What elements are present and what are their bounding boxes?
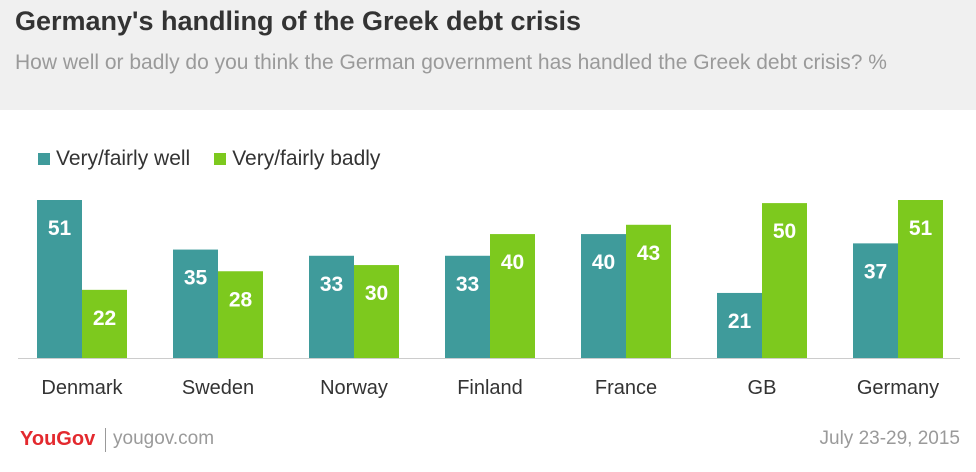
footer-divider [105, 428, 106, 452]
bar-gb-well [717, 292, 762, 358]
bar-france-badly [626, 224, 671, 358]
bar-gb-badly [762, 203, 807, 358]
data-label-finland-badly: 40 [501, 251, 524, 274]
bar-finland-well [445, 255, 490, 358]
data-label-denmark-badly: 22 [93, 307, 116, 330]
bar-germany-well [853, 243, 898, 358]
category-label-gb: GB [748, 377, 777, 399]
bar-sweden-badly [218, 271, 263, 358]
data-label-germany-well: 37 [864, 260, 887, 283]
category-label-norway: Norway [320, 377, 388, 399]
footer-date: July 23-29, 2015 [819, 428, 961, 449]
data-label-norway-badly: 30 [365, 282, 388, 305]
data-label-gb-well: 21 [728, 310, 752, 333]
bar-norway-well [309, 255, 354, 358]
legend-swatch-well [38, 153, 50, 165]
bar-france-well [581, 234, 626, 358]
footer-site: yougov.com [113, 428, 215, 449]
data-label-sweden-badly: 28 [229, 288, 253, 311]
category-label-france: France [595, 377, 657, 399]
chart-title: Germany's handling of the Greek debt cri… [15, 6, 582, 36]
data-label-finland-well: 33 [456, 273, 479, 296]
data-label-gb-badly: 50 [773, 220, 796, 243]
legend: Very/fairly well Very/fairly badly [38, 147, 404, 171]
legend-label-badly: Very/fairly badly [232, 147, 381, 170]
chart-subtitle: How well or badly do you think the Germa… [15, 51, 887, 74]
category-label-finland: Finland [457, 377, 523, 399]
bar-denmark-badly [82, 289, 127, 358]
yougov-logo: YouGov [20, 428, 96, 450]
bar-germany-badly [898, 200, 943, 358]
data-label-france-badly: 43 [637, 242, 660, 265]
data-label-france-well: 40 [592, 251, 615, 274]
category-label-denmark: Denmark [41, 377, 123, 399]
data-label-denmark-well: 51 [48, 217, 72, 240]
legend-label-well: Very/fairly well [56, 147, 191, 170]
data-label-norway-well: 33 [320, 273, 343, 296]
bar-norway-badly [354, 265, 399, 358]
bar-sweden-well [173, 249, 218, 358]
category-label-germany: Germany [857, 377, 939, 399]
legend-item-badly: Very/fairly badly [214, 147, 380, 171]
category-label-sweden: Sweden [182, 377, 254, 399]
bar-finland-badly [490, 234, 535, 358]
bar-denmark-well [37, 200, 82, 358]
data-label-germany-badly: 51 [909, 217, 933, 240]
data-label-sweden-well: 35 [184, 267, 208, 290]
legend-item-well: Very/fairly well [38, 147, 190, 171]
legend-swatch-badly [214, 153, 227, 165]
header-band: Germany's handling of the Greek debt cri… [0, 0, 976, 110]
